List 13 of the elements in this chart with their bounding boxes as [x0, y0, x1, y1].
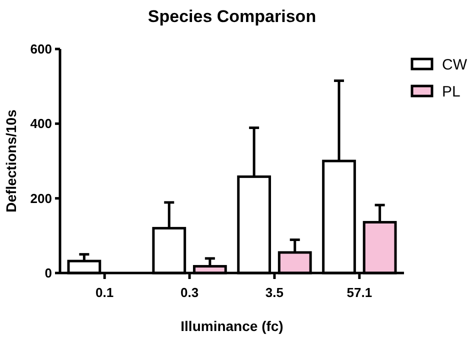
- legend-label: PL: [442, 83, 460, 100]
- y-axis-title: Deflections/10s: [3, 109, 19, 212]
- x-tick-label: 0.1: [96, 285, 114, 300]
- y-tick-label: 0: [44, 266, 52, 281]
- x-tick-label: 3.5: [265, 285, 284, 300]
- y-tick-label: 400: [30, 116, 52, 132]
- x-axis-title: Illuminance (fc): [180, 318, 284, 334]
- y-tick-label: 200: [30, 190, 52, 206]
- legend-label: CW: [442, 56, 468, 74]
- chart-title: Species Comparison: [148, 7, 316, 26]
- x-tick-label: 57.1: [346, 285, 372, 300]
- y-tick-label: 600: [30, 42, 52, 57]
- x-tick-label: 0.3: [180, 285, 199, 300]
